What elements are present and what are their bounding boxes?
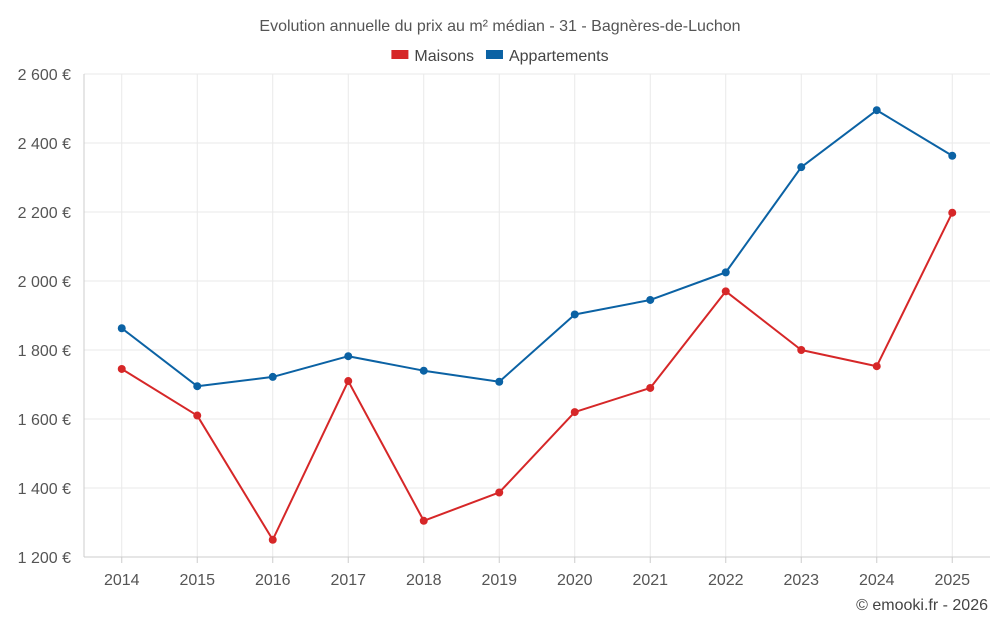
y-tick-label: 1 600 €	[18, 412, 71, 429]
x-tick-label: 2021	[632, 572, 668, 589]
y-tick-label: 1 400 €	[18, 481, 71, 498]
axes: 1 200 € 1 400 € 1 600 € 1 800 € 2 000 € 2 200…	[18, 67, 990, 589]
data-point-maisons[interactable]	[570, 408, 579, 417]
legend-swatch	[485, 50, 503, 59]
x-tick-label: 2019	[481, 572, 517, 589]
legend-item-appartements[interactable]: Appartements	[485, 48, 609, 65]
series-line-appartements	[121, 109, 953, 388]
data-point-maisons[interactable]	[721, 287, 730, 296]
x-tick-label: 2017	[330, 572, 366, 589]
y-tick-label: 2 600 €	[18, 67, 71, 84]
data-point-appartements[interactable]	[117, 324, 126, 333]
x-tick-label: 2018	[406, 572, 442, 589]
data-point-maisons[interactable]	[268, 535, 277, 544]
y-tick-label: 2 400 €	[18, 136, 71, 153]
data-point-appartements[interactable]	[268, 372, 277, 381]
x-tick-label: 2022	[708, 572, 744, 589]
data-point-maisons[interactable]	[193, 411, 202, 420]
data-point-maisons[interactable]	[948, 208, 957, 217]
data-point-appartements[interactable]	[570, 310, 579, 319]
data-point-appartements[interactable]	[344, 352, 353, 361]
data-point-appartements[interactable]	[419, 366, 428, 375]
legend-item-maisons[interactable]: Maisons	[391, 48, 474, 65]
series-lines	[117, 106, 957, 544]
x-tick-label: 2020	[557, 572, 593, 589]
data-point-maisons[interactable]	[117, 364, 126, 373]
data-point-appartements[interactable]	[646, 295, 655, 304]
data-point-appartements[interactable]	[948, 151, 957, 160]
x-tick-label: 2024	[859, 572, 895, 589]
data-point-maisons[interactable]	[797, 346, 806, 354]
data-point-appartements[interactable]	[797, 163, 806, 172]
legend-swatch	[391, 50, 409, 59]
data-point-appartements[interactable]	[193, 382, 202, 391]
data-point-appartements[interactable]	[495, 377, 504, 386]
legend: Maisons Appartements	[391, 48, 609, 65]
legend-label: Appartements	[509, 48, 609, 65]
y-tick-label: 2 000 €	[18, 274, 71, 291]
data-point-maisons[interactable]	[495, 488, 504, 497]
legend-label: Maisons	[414, 48, 474, 65]
grid-lines	[84, 73, 990, 558]
data-point-appartements[interactable]	[721, 268, 730, 277]
x-tick-label: 2025	[934, 572, 970, 589]
series-line-maisons	[121, 212, 954, 541]
chart-title: Evolution annuelle du prix au m² médian …	[259, 18, 740, 35]
data-point-maisons[interactable]	[419, 516, 428, 525]
x-tick-label: 2015	[179, 572, 215, 589]
data-point-maisons[interactable]	[344, 377, 353, 386]
x-tick-label: 2023	[783, 572, 819, 589]
y-tick-label: 1 800 €	[18, 343, 71, 360]
x-tick-label: 2014	[104, 572, 140, 589]
data-point-maisons[interactable]	[872, 362, 881, 371]
copyright-credit: © emooki.fr - 2026	[856, 597, 988, 614]
data-point-appartements[interactable]	[872, 106, 881, 115]
y-tick-label: 1 200 €	[18, 550, 71, 567]
data-point-maisons[interactable]	[646, 383, 655, 392]
y-tick-label: 2 200 €	[18, 205, 71, 222]
x-tick-label: 2016	[255, 572, 291, 589]
